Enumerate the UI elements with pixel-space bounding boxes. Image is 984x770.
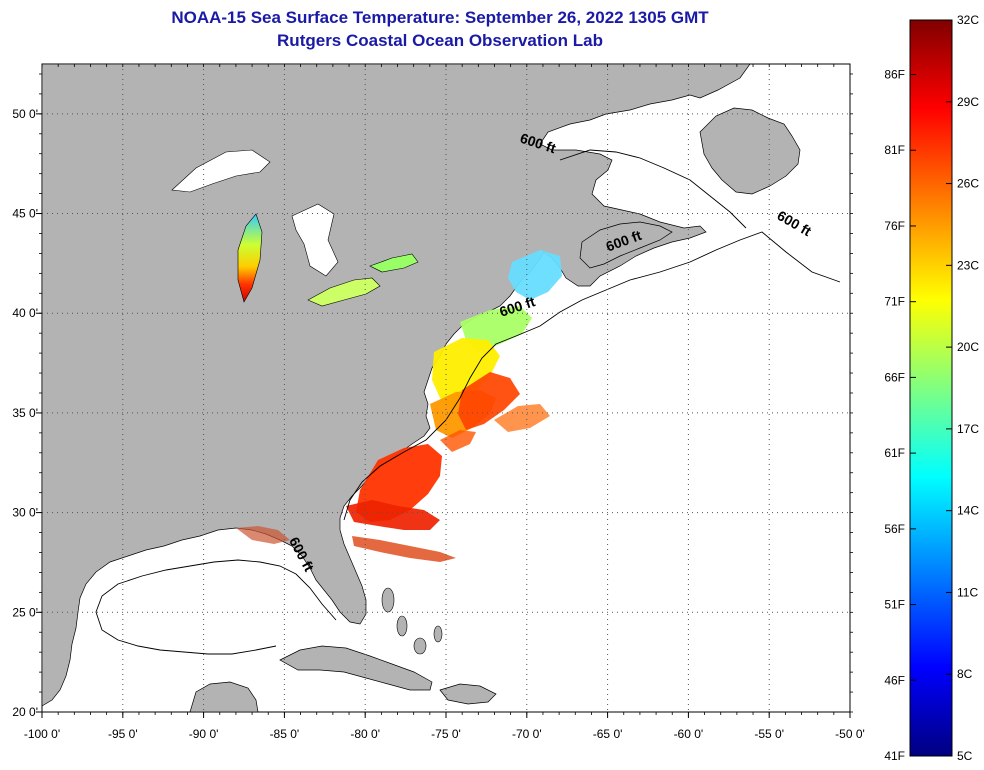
colorbar-label-c: 26C xyxy=(957,177,979,191)
land-yucatan xyxy=(189,681,259,712)
colorbar-fahrenheit-labels: 86F 81F 76F 71F 66F 61F 56F 51F 46F 41F xyxy=(884,68,916,763)
isobath-600ft-labrador xyxy=(559,149,747,229)
map-subtitle: Rutgers Coastal Ocean Observation Lab xyxy=(277,31,603,50)
great-lakes xyxy=(171,149,419,307)
y-tick-label: 35 0' xyxy=(12,406,38,420)
colorbar-label-c: 8C xyxy=(957,667,973,681)
colorbar-label-f: 41F xyxy=(884,749,905,763)
colorbar-label-c: 17C xyxy=(957,422,979,436)
colorbar-label-f: 76F xyxy=(884,219,905,233)
land-hispaniola xyxy=(439,683,497,705)
x-tick-label: -70 0' xyxy=(512,727,542,741)
colorbar-label-c: 32C xyxy=(957,13,979,27)
y-tick-label: 30 0' xyxy=(12,506,38,520)
map-title: NOAA-15 Sea Surface Temperature: Septemb… xyxy=(171,8,709,27)
x-tick-label: -55 0' xyxy=(754,727,784,741)
y-tick-label: 20 0' xyxy=(12,705,38,719)
colorbar-label-c: 29C xyxy=(957,95,979,109)
land-nova-scotia xyxy=(579,221,673,269)
land-newfoundland xyxy=(699,107,801,195)
land-north-america xyxy=(42,64,751,707)
colorbar-label-f: 46F xyxy=(884,673,905,687)
colorbar-label-f: 51F xyxy=(884,598,905,612)
colorbar-label-c: 14C xyxy=(957,504,979,518)
x-tick-label: -80 0' xyxy=(350,727,380,741)
x-tick-label: -95 0' xyxy=(108,727,138,741)
grid-lines xyxy=(42,64,850,712)
x-tick-label: -75 0' xyxy=(431,727,461,741)
x-tick-label: -65 0' xyxy=(593,727,623,741)
y-tick-label: 25 0' xyxy=(12,605,38,619)
y-tick-label: 40 0' xyxy=(12,306,38,320)
colorbar-label-c: 5C xyxy=(957,749,973,763)
colorbar-celsius-labels: 32C 29C 26C 23C 20C 17C 14C 11C 8C 5C xyxy=(946,13,979,763)
colorbar-label-c: 11C xyxy=(957,585,978,599)
colorbar-label-f: 66F xyxy=(884,370,905,384)
colorbar-label-f: 71F xyxy=(884,295,905,309)
y-axis: 20 0' 25 0' 30 0' 35 0' 40 0' 45 0' 50 0' xyxy=(12,73,853,719)
colorbar-label-f: 61F xyxy=(884,446,905,460)
x-tick-label: -50 0' xyxy=(835,727,865,741)
colorbar xyxy=(909,19,953,757)
colorbar-label-c: 20C xyxy=(957,340,979,354)
land-cuba xyxy=(279,645,433,691)
x-tick-label: -90 0' xyxy=(189,727,219,741)
sst-swath xyxy=(236,250,562,562)
isobath-600ft-atlantic xyxy=(343,231,841,521)
x-tick-label: -60 0' xyxy=(674,727,704,741)
land-bahamas xyxy=(381,587,443,655)
colorbar-label-f: 81F xyxy=(884,143,905,157)
colorbar-label-c: 23C xyxy=(957,258,979,272)
y-tick-label: 50 0' xyxy=(12,107,38,121)
colorbar-label-f: 86F xyxy=(884,68,905,82)
x-tick-label: -100 0' xyxy=(24,727,60,741)
x-axis: -100 0' -95 0' -90 0' -85 0' -80 0' -75 0' -70… xyxy=(24,64,865,741)
x-tick-label: -85 0' xyxy=(270,727,300,741)
colorbar-label-f: 56F xyxy=(884,522,905,536)
isobath-600ft-gulf xyxy=(95,559,337,655)
y-tick-label: 45 0' xyxy=(12,207,38,221)
